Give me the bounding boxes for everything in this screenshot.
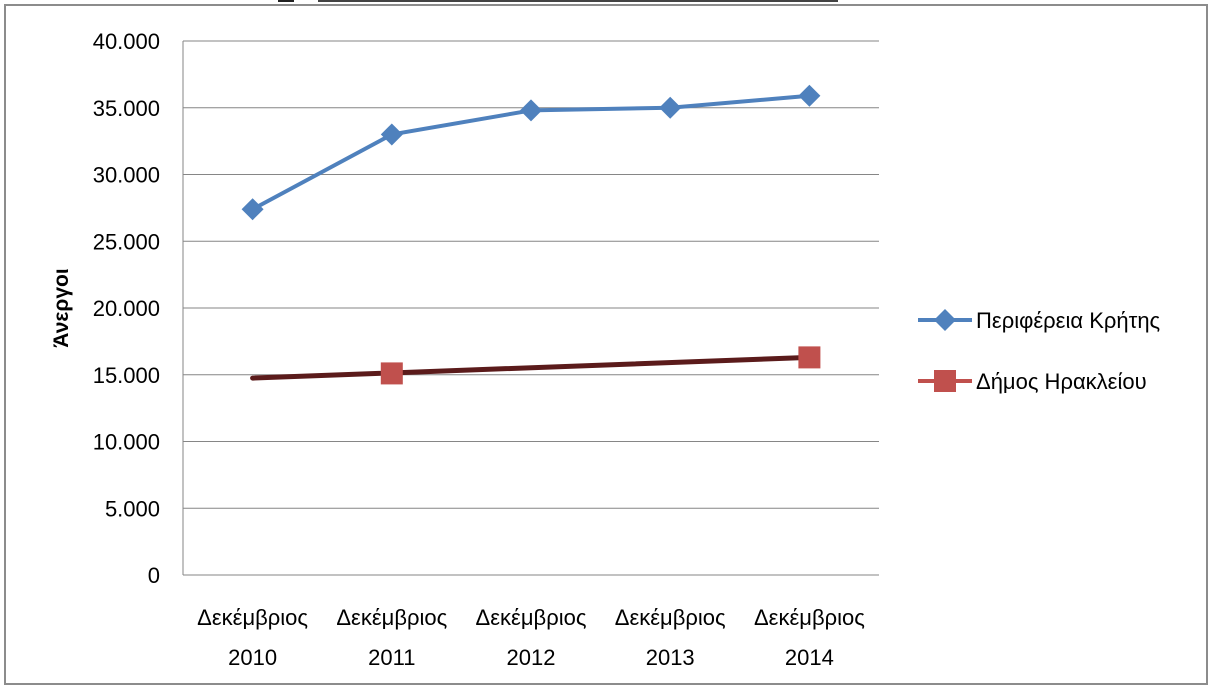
y-tick-label: 15.000: [93, 363, 160, 388]
y-tick-label: 40.000: [93, 29, 160, 54]
x-tick-label-year: 2010: [228, 645, 277, 670]
y-axis-label: Άνεργοι: [50, 268, 73, 348]
y-tick-label: 0: [148, 563, 160, 588]
data-point-square: [798, 346, 821, 369]
trendline: [250, 354, 812, 381]
data-point-diamond: [798, 84, 821, 107]
series-group: [241, 84, 821, 385]
x-tick-label-year: 2012: [507, 645, 556, 670]
y-tick-label: 10.000: [93, 430, 160, 455]
data-point-square: [380, 362, 403, 385]
data-point-diamond: [241, 198, 264, 221]
x-tick-label-year: 2014: [785, 645, 834, 670]
clipped-title-fragment: [0, 0, 1214, 5]
chart-frame: [4, 4, 1208, 685]
y-tick-label: 5.000: [105, 496, 160, 521]
y-tick-label: 25.000: [93, 229, 160, 254]
legend-marker-diamond: [934, 309, 956, 331]
legend-label: Δήμος Ηρακλείου: [976, 369, 1147, 394]
x-tick-label-year: 2013: [646, 645, 695, 670]
x-tick-label-month: Δεκέμβριος: [754, 605, 865, 630]
x-axis: Δεκέμβριος 2010 Δεκέμβριος 2011 Δεκέμβριος 20…: [197, 605, 865, 670]
legend-label: Περιφέρεια Κρήτης: [976, 308, 1160, 333]
y-tick-label: 20.000: [93, 296, 160, 321]
y-tick-label: 35.000: [93, 96, 160, 121]
x-tick-label-month: Δεκέμβριος: [336, 605, 447, 630]
y-axis: 0 5.000 10.000 15.000 20.000 25.000 30.000 35.0…: [93, 29, 879, 588]
y-tick-label: 30.000: [93, 163, 160, 188]
data-point-diamond: [659, 96, 682, 119]
x-tick-label-month: Δεκέμβριος: [476, 605, 587, 630]
legend: Περιφέρεια Κρήτης Δήμος Ηρακλείου: [918, 308, 1160, 394]
legend-marker-square: [934, 370, 956, 392]
data-point-diamond: [380, 123, 403, 146]
data-point-diamond: [520, 99, 542, 122]
x-tick-label-month: Δεκέμβριος: [615, 605, 726, 630]
x-tick-label-month: Δεκέμβριος: [197, 605, 308, 630]
x-tick-label-year: 2011: [368, 645, 415, 670]
